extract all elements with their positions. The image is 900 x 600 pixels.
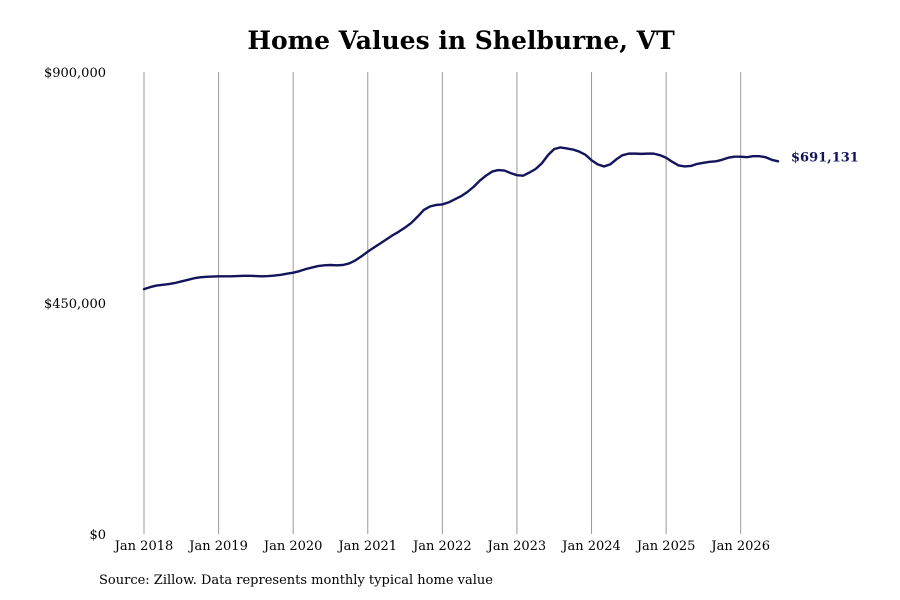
y-tick-label: $0	[89, 528, 106, 543]
chart-title: Home Values in Shelburne, VT	[247, 26, 675, 55]
source-note: Source: Zillow. Data represents monthly …	[99, 573, 493, 588]
x-tick-label: Jan 2019	[187, 539, 248, 554]
x-tick-label: Jan 2025	[635, 539, 696, 554]
gridlines	[143, 72, 742, 534]
x-tick-label: Jan 2022	[411, 539, 472, 554]
end-value-layer: $691,131	[791, 150, 859, 165]
x-tick-label: Jan 2020	[262, 539, 323, 554]
y-tick-label: $900,000	[44, 66, 106, 81]
end-value-label: $691,131	[791, 150, 859, 165]
y-tick-label: $450,000	[44, 297, 106, 312]
x-axis-ticks: Jan 2018 Jan 2019 Jan 2020 Jan 2021 Jan 2022…	[113, 539, 770, 554]
series-line	[142, 146, 780, 291]
x-tick-label: Jan 2023	[486, 539, 547, 554]
x-tick-label: Jan 2021	[336, 539, 397, 554]
x-tick-label: Jan 2026	[709, 539, 770, 554]
x-tick-label: Jan 2018	[113, 539, 174, 554]
x-tick-label: Jan 2024	[560, 539, 621, 554]
series-layer	[142, 146, 780, 291]
y-axis-ticks: $900,000 $450,000 $0	[44, 66, 106, 543]
